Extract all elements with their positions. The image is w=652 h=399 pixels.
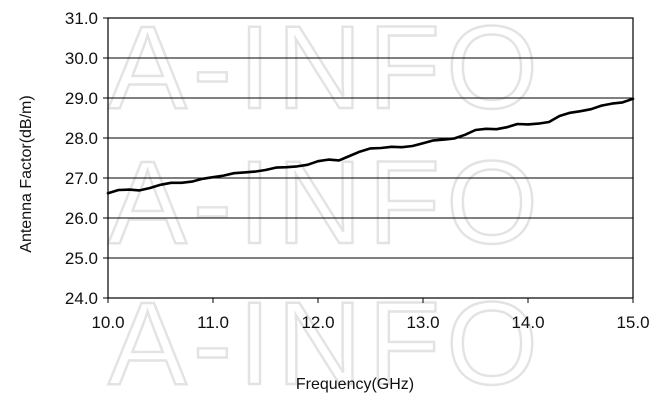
x-tick-label: 15.0: [616, 313, 649, 332]
x-tick-label: 12.0: [301, 313, 334, 332]
y-tick-label: 28.0: [65, 129, 98, 148]
y-tick-label: 30.0: [65, 49, 98, 68]
x-tick-label: 13.0: [406, 313, 439, 332]
y-tick-label: 25.0: [65, 249, 98, 268]
y-tick-label: 24.0: [65, 289, 98, 308]
y-tick-label: 29.0: [65, 89, 98, 108]
plot-area: 24.0 25.0 26.0 27.0 28.0 29.0 30.0 31.0 10.0 11.0…: [65, 9, 650, 332]
watermark-text-top: A-INFO: [108, 2, 544, 134]
y-tick-label: 31.0: [65, 9, 98, 28]
x-tick-label: 11.0: [197, 313, 229, 332]
x-tick-label: 10.0: [91, 313, 124, 332]
y-tick-label: 27.0: [65, 169, 98, 188]
watermark-text-bottom: A-INFO: [108, 278, 544, 399]
x-tick-label: 14.0: [511, 313, 544, 332]
watermark: A-INFO A-INFO A-INFO: [107, 1, 544, 399]
y-axis-title: Antenna Factor(dB/m): [18, 95, 35, 252]
watermark-text-middle: A-INFO: [108, 137, 544, 269]
y-tick-label: 26.0: [65, 209, 98, 228]
x-axis-title: Frequency(GHz): [296, 376, 414, 393]
plot-frame: [107, 17, 634, 299]
series-line-0: [106, 97, 635, 195]
